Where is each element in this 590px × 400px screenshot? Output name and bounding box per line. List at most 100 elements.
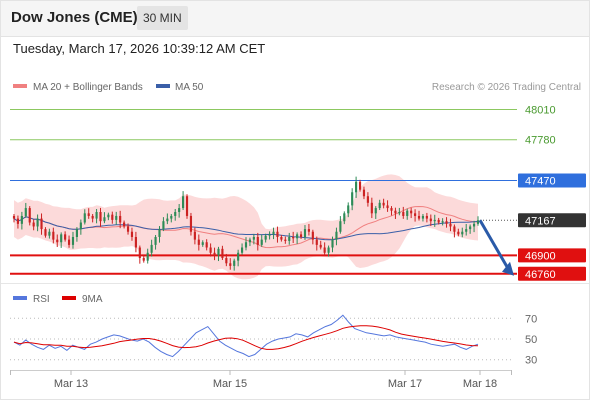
candle-body: [20, 215, 23, 224]
candle-body: [268, 234, 271, 236]
candle-body: [256, 236, 259, 245]
candle-body: [445, 221, 448, 224]
candle-body: [386, 205, 389, 209]
candle-body: [142, 258, 145, 261]
candle-body: [91, 215, 94, 219]
candle-body: [158, 229, 161, 237]
candle-body: [276, 231, 279, 237]
candle-body: [248, 239, 252, 243]
candle-body: [394, 210, 397, 214]
candle-body: [44, 229, 47, 236]
candle-body: [201, 242, 204, 245]
candle-body: [178, 208, 181, 213]
candle-body: [244, 242, 248, 248]
candle-body: [185, 196, 189, 216]
candle-body: [461, 231, 464, 235]
bollinger-band: [14, 174, 478, 280]
candle-body: [402, 212, 405, 216]
ma9-legend-label: 9MA: [82, 294, 103, 305]
x-tick-label: Mar 13: [54, 378, 88, 390]
candle-body: [240, 247, 244, 253]
candle-body: [303, 229, 307, 237]
candle-body: [441, 221, 444, 223]
candle-body: [370, 202, 373, 214]
support-level-tag: [518, 266, 586, 281]
candle-body: [347, 205, 350, 214]
candle-body: [170, 215, 173, 219]
candle-body: [126, 226, 130, 232]
candle-body: [331, 239, 334, 248]
credit-label: Research © 2026 Trading Central: [432, 82, 581, 93]
candle-body: [366, 196, 369, 203]
candle-body: [382, 202, 385, 206]
instrument-title: Dow Jones (CME): [11, 9, 138, 26]
candle-body: [213, 252, 216, 256]
chart-header: Dow Jones (CME) 30 MIN: [0, 0, 590, 37]
pivot-level-label: 47470: [525, 175, 556, 187]
candle-body: [449, 223, 452, 227]
candle-body: [75, 229, 78, 237]
candle-body: [414, 213, 417, 216]
candle-body: [221, 248, 224, 259]
candle-body: [410, 210, 413, 214]
resistance-level-label: 47780: [525, 135, 556, 147]
candle-body: [48, 231, 51, 236]
candle-body: [292, 236, 295, 239]
rsi-axis-label: 30: [525, 355, 537, 367]
pivot-level-tag: [518, 173, 586, 188]
candle-body: [252, 236, 255, 240]
candle-body: [115, 215, 118, 220]
candle-body: [288, 236, 291, 241]
candle-body: [130, 231, 134, 237]
candle-body: [237, 252, 240, 261]
candle-body: [425, 215, 428, 219]
candle-body: [319, 244, 322, 248]
rsi-ma-line: [13, 325, 479, 350]
candle-body: [335, 231, 338, 240]
candle-body: [398, 212, 401, 214]
ma9-legend-swatch: [62, 296, 76, 300]
timestamp: Tuesday, March 17, 2026 10:39:12 AM CET: [13, 41, 266, 56]
candle-body: [453, 226, 456, 232]
x-tick-label: Mar 15: [213, 378, 247, 390]
candle-body: [378, 202, 381, 209]
projection-arrow: [478, 219, 509, 268]
candle-body: [469, 226, 472, 230]
candle-body: [429, 218, 432, 222]
resistance-level-label: 48010: [525, 104, 556, 116]
candle-body: [150, 244, 153, 253]
support-level-label: 46760: [525, 269, 556, 281]
ma50-legend-swatch: [156, 84, 170, 88]
candle-body: [351, 192, 354, 206]
candle-body: [339, 221, 342, 232]
rsi-legend-label: RSI: [33, 294, 50, 305]
support-level-label: 46900: [525, 250, 556, 262]
candle-body: [465, 229, 468, 232]
candle-body: [56, 239, 59, 243]
candle-body: [225, 258, 228, 264]
candle-body: [260, 239, 263, 245]
candle-body: [71, 236, 75, 245]
candle-body: [362, 189, 366, 197]
ma20-legend-swatch: [13, 84, 27, 88]
ma50-line: [13, 216, 479, 241]
x-tick-label: Mar 17: [388, 378, 422, 390]
candle-body: [162, 221, 165, 230]
candle-body: [99, 212, 102, 222]
candle-body: [134, 236, 137, 248]
candle-body: [12, 215, 16, 219]
candle-body: [95, 212, 98, 219]
candle-body: [272, 231, 275, 235]
current-price-level-tag: [518, 213, 586, 228]
candle-body: [209, 247, 212, 253]
ma20-legend-label: MA 20 + Bollinger Bands: [33, 82, 143, 93]
candle-body: [358, 181, 362, 190]
projection-arrowhead: [502, 261, 514, 276]
rsi-line: [13, 314, 479, 358]
timeframe-button[interactable]: 30 MIN: [137, 6, 188, 30]
candle-body: [197, 239, 200, 245]
candle-body: [189, 215, 193, 232]
candle-body: [233, 260, 236, 266]
candle-body: [374, 208, 377, 214]
